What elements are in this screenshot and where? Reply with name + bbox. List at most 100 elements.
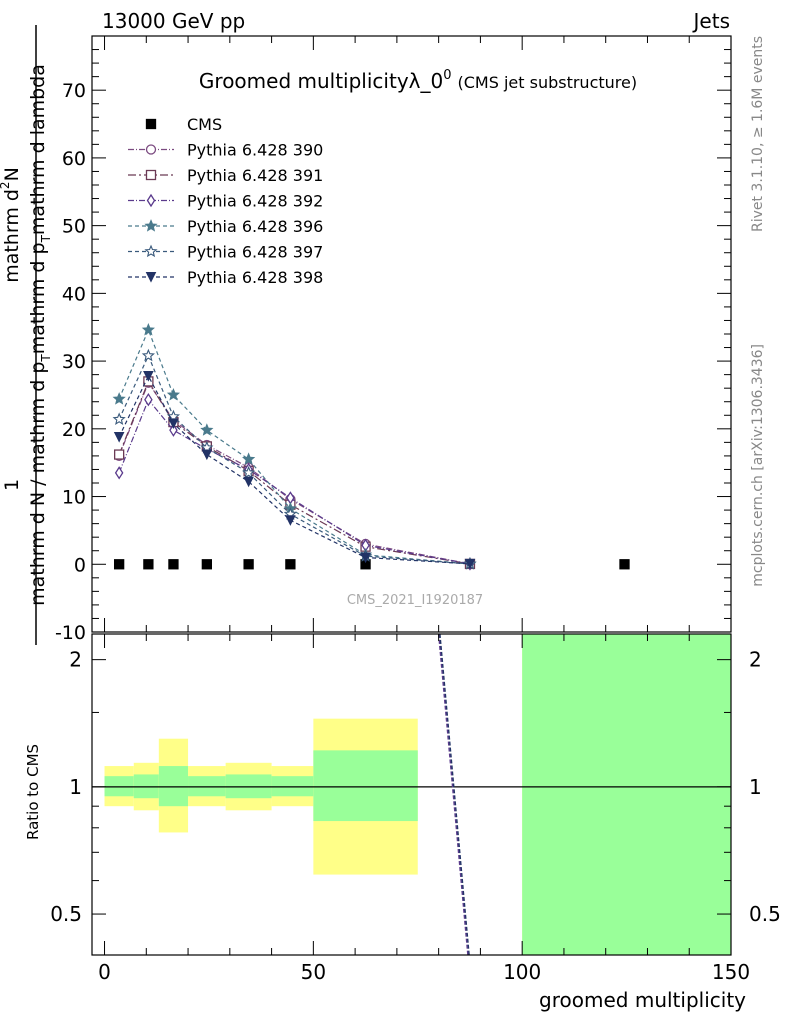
legend-marker <box>145 169 157 181</box>
legend-item: Pythia 6.428 397 <box>128 243 323 262</box>
ratio-y-tick-label-right: 2 <box>749 648 762 672</box>
legend-item: CMS <box>145 115 222 134</box>
data-point <box>200 423 214 436</box>
main-y-tick-label: 10 <box>62 487 86 509</box>
ratio-series-line <box>437 634 469 955</box>
svg-text:mathrm d2N: mathrm d2N <box>0 167 23 283</box>
legend-item: Pythia 6.428 398 <box>128 268 323 287</box>
data-point <box>201 449 213 461</box>
data-point <box>360 552 371 564</box>
x-axis-label: groomed multiplicity <box>539 988 746 1012</box>
ratio-y-tick-label: 2 <box>69 648 82 672</box>
main-y-tick-label: 40 <box>62 283 86 305</box>
legend-item: Pythia 6.428 390 <box>128 141 323 160</box>
legend-label: Pythia 6.428 398 <box>187 268 323 287</box>
uncertainty-band-green <box>158 766 189 807</box>
data-point <box>143 370 154 382</box>
data-point <box>243 476 254 488</box>
x-tick-label: 50 <box>301 960 326 984</box>
svg-text:1: 1 <box>1 479 23 491</box>
legend-marker <box>144 219 158 232</box>
uncertainty-band-green <box>271 776 314 797</box>
uncertainty-band-green <box>313 750 418 822</box>
main-y-tick-label: 60 <box>62 148 86 170</box>
series-1 <box>113 377 476 570</box>
data-point <box>141 323 155 336</box>
main-y-tick-label: -10 <box>55 622 86 644</box>
legend-item: Pythia 6.428 391 <box>128 166 323 185</box>
legend-label: Pythia 6.428 396 <box>187 217 323 236</box>
series-0 <box>113 559 630 570</box>
ratio-y-tick-label-right: 1 <box>749 775 762 799</box>
main-y-tick-label: 70 <box>62 80 86 102</box>
main-y-tick-label: 30 <box>62 351 86 373</box>
data-point <box>168 559 179 570</box>
series-line <box>118 374 471 565</box>
data-point <box>113 431 125 443</box>
legend-item: Pythia 6.428 392 <box>128 192 323 211</box>
data-point <box>144 392 153 407</box>
legend-marker <box>145 272 157 283</box>
series-line <box>118 398 471 565</box>
legend-label: CMS <box>187 115 222 134</box>
legend-label: Pythia 6.428 391 <box>187 166 323 185</box>
x-tick-label: 150 <box>712 960 750 984</box>
uncertainty-band-green <box>104 776 134 797</box>
ratio-y-tick-label: 1 <box>69 775 82 799</box>
data-point <box>285 559 296 570</box>
svg-text:mathrm d N / mathrm d pTmathrm: mathrm d N / mathrm d pTmathrm d pTmathr… <box>27 64 53 606</box>
main-y-tick-label: 0 <box>74 554 86 576</box>
chart-title: Groomed multiplicity <box>199 69 409 93</box>
data-point <box>201 559 213 570</box>
data-point <box>112 392 126 405</box>
chart-subtitle: (CMS jet substructure) <box>458 73 638 92</box>
series-line <box>118 380 471 565</box>
mcplots-label: mcplots.cern.ch [arXiv:1306.3436] <box>750 344 766 587</box>
ratio-y-tick-label: 0.5 <box>50 902 82 926</box>
main-y-label: mathrm d N / mathrm d pTmathrm d pTmathr… <box>0 25 53 645</box>
x-tick-label: 0 <box>98 960 111 984</box>
legend-label: Pythia 6.428 392 <box>187 192 323 211</box>
ratio-y-axis: 0.5 0.5 1 1 2 2 <box>50 648 781 926</box>
data-point <box>243 559 254 570</box>
data-point <box>141 348 155 362</box>
series-5 <box>112 348 477 570</box>
main-y-tick-label: 20 <box>62 419 86 441</box>
data-point <box>242 465 256 479</box>
rivet-version-label: Rivet 3.1.10, ≥ 1.6M events <box>750 36 766 232</box>
svg-text:Groomed multiplicityλ_00(CMS j: Groomed multiplicityλ_00 (CMS jet substru… <box>199 68 637 93</box>
data-point <box>166 388 181 401</box>
main-y-tick-label: 50 <box>62 216 86 238</box>
legend-marker <box>145 144 157 155</box>
series-line <box>118 328 471 565</box>
watermark: CMS_2021_I1920187 <box>347 593 483 608</box>
legend-marker <box>146 193 156 208</box>
x-tick-label: 100 <box>503 960 541 984</box>
data-point <box>114 466 124 480</box>
main-panel: CMS_2021_I1920187 Groomed multiplicityλ_… <box>55 35 732 644</box>
data-point <box>143 559 154 570</box>
chart-title-superscript: 0 <box>443 68 451 83</box>
series-line <box>118 354 471 565</box>
series-4 <box>112 323 477 570</box>
chart-title-group: Groomed multiplicityλ_00 (CMS jet substru… <box>199 68 637 93</box>
data-point <box>113 559 125 570</box>
data-point <box>169 423 178 437</box>
header-energy-label: 13000 GeV pp <box>102 9 245 33</box>
ratio-y-label: Ratio to CMS <box>24 744 42 840</box>
legend-marker <box>144 244 158 258</box>
ratio-y-tick-label-right: 0.5 <box>749 902 781 926</box>
data-point <box>285 515 296 526</box>
series-6 <box>113 370 476 570</box>
ratio-x-axis: 0 50 100 150 <box>98 634 750 984</box>
legend-marker <box>145 118 157 130</box>
uncertainty-band-green <box>522 634 731 955</box>
data-point <box>168 418 179 430</box>
data-point <box>113 449 125 460</box>
legend: CMS Pythia 6.428 390 Pythia 6.428 391 Pythi… <box>128 115 323 287</box>
ratio-panel: 0.5 0.5 1 1 2 2 0 50 100 150 <box>50 633 781 984</box>
ratio-series-line <box>439 634 470 955</box>
main-y-axis: -10 0 10 20 30 40 50 60 70 <box>55 49 731 644</box>
header-jets-label: Jets <box>692 9 730 33</box>
